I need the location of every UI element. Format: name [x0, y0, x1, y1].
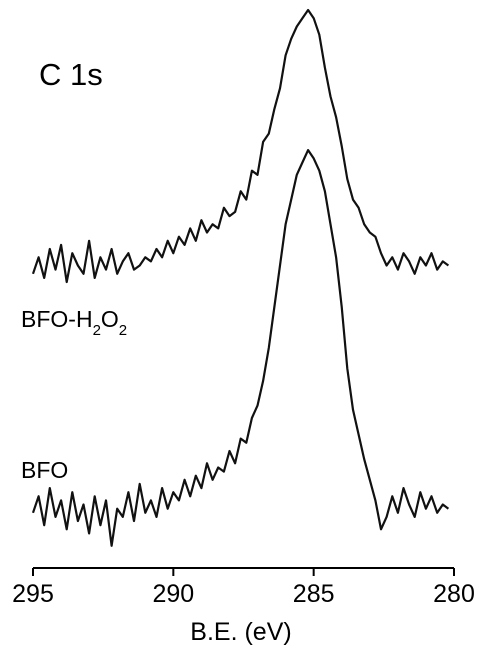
- x-tick-label-280: 280: [433, 580, 475, 608]
- x-tick-label-285: 285: [293, 580, 335, 608]
- x-tick-label-295: 295: [12, 580, 54, 608]
- panel-label-c1s: C 1s: [39, 57, 103, 92]
- series-label-bfo-h2o2: BFO-H2O2: [21, 306, 127, 339]
- series-group: [31, 8, 450, 547]
- series-line-bfo: [31, 149, 450, 547]
- series-line-bfo-h2o2: [31, 8, 450, 284]
- series-label-bfo-h2o2-part-1: BFO-H: [21, 306, 93, 332]
- x-ticks: 295 290 285 280: [12, 568, 475, 608]
- x-axis-title: B.E. (eV): [190, 618, 291, 646]
- series-label-bfo-h2o2-sub-1: 2: [93, 322, 101, 339]
- series-label-bfo: BFO: [21, 457, 68, 483]
- series-label-bfo-h2o2-part-2: O: [101, 306, 119, 332]
- x-tick-label-290: 290: [152, 580, 194, 608]
- series-label-bfo-h2o2-sub-2: 2: [119, 322, 127, 339]
